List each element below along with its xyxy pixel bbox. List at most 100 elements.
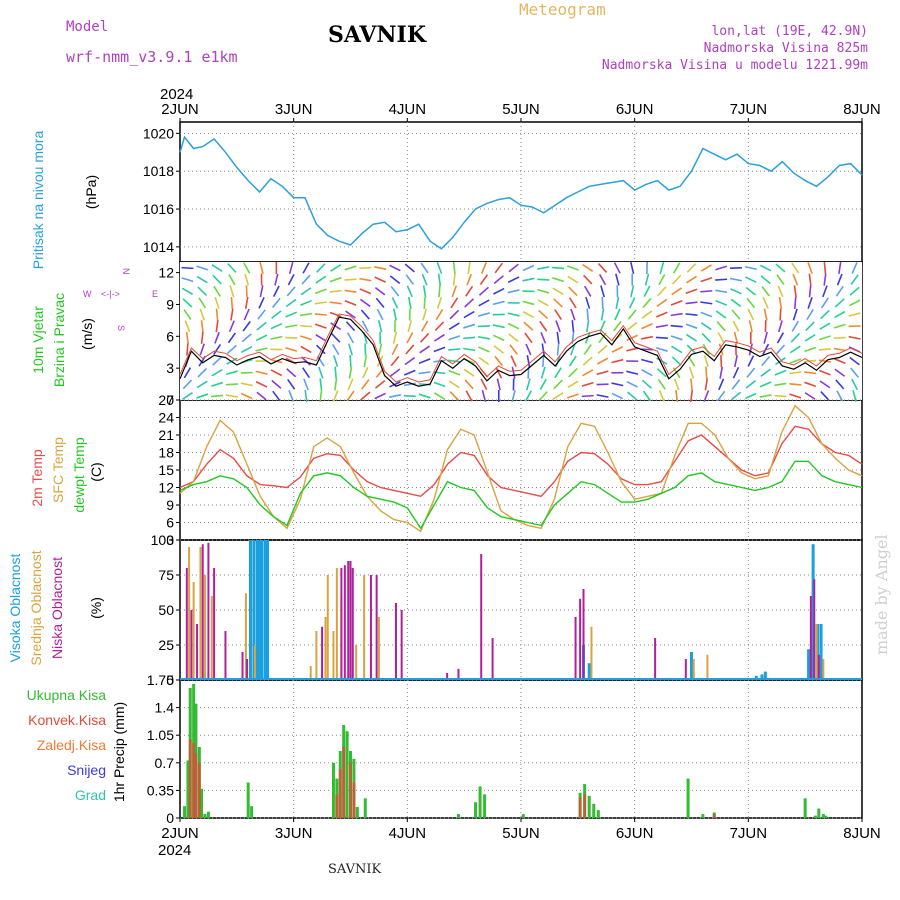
- wind-axis-label-2: Brzina i Pravac: [51, 293, 67, 387]
- wind-arrow: [600, 285, 605, 298]
- wind-arrow: [745, 392, 757, 400]
- wind-arrow: [345, 310, 356, 319]
- wind-arrow: [745, 286, 757, 296]
- elevation-label: Nadmorska Visina 825m: [703, 41, 868, 56]
- wind-arrow: [316, 355, 325, 367]
- wind-arrow: [611, 358, 624, 364]
- wind-arrow: [407, 320, 413, 333]
- wind-arrow: [804, 381, 817, 388]
- wind-arrow: [627, 309, 637, 320]
- wind-arrow: [581, 394, 594, 398]
- wind-arrow: [362, 366, 369, 379]
- mid-cloud-bar: [822, 659, 825, 680]
- mid-cloud-bar: [706, 654, 709, 680]
- wind-arrow: [477, 312, 490, 317]
- wind-arrow: [525, 343, 532, 356]
- low-cloud-bar: [394, 603, 397, 680]
- wind-arrow: [804, 392, 816, 400]
- wind-arrow: [581, 381, 594, 387]
- wind-arrow: [437, 273, 442, 286]
- wind-arrow: [804, 346, 817, 353]
- wind-arrow: [626, 380, 638, 388]
- wind-arrow: [685, 313, 698, 317]
- wind-arrow: [211, 381, 224, 387]
- wind-arrow: [641, 369, 653, 377]
- wind-arrow: [359, 266, 372, 270]
- y-tick-label: 27: [158, 392, 174, 408]
- wind-arrow: [196, 265, 209, 271]
- wind-arrow: [718, 343, 724, 356]
- wind-arrow: [433, 392, 445, 400]
- wind-arrow: [390, 286, 400, 297]
- wind-arrow: [597, 263, 608, 273]
- wind-arrow: [688, 366, 695, 379]
- bottom-tick-label: 3JUN: [275, 825, 313, 842]
- wind-arrow: [493, 287, 505, 295]
- y-tick-label: 0.7: [155, 755, 175, 771]
- wind-arrow: [271, 379, 282, 389]
- top-tick-label: 4JUN: [389, 101, 427, 118]
- wind-arrow: [240, 382, 253, 387]
- wind-arrow: [389, 275, 401, 285]
- low-cloud-bar: [321, 626, 324, 680]
- wind-arrow: [834, 368, 846, 377]
- total-precip-bar: [596, 810, 600, 818]
- wind-arrow: [838, 261, 842, 275]
- wind-arrow: [793, 285, 797, 298]
- wind-arrow: [258, 297, 265, 309]
- svg-text:<-|->: <-|->: [101, 289, 120, 299]
- wind-arrow: [389, 381, 401, 388]
- temperature-unit: (C): [88, 462, 104, 481]
- wind-arrow: [776, 332, 785, 344]
- wind-speed-line: [179, 316, 863, 387]
- wind-arrow: [567, 380, 579, 389]
- wind-arrow: [375, 297, 385, 309]
- wind-arrow: [196, 380, 208, 389]
- convective-precip-bar: [712, 814, 716, 818]
- wind-arrow: [213, 344, 222, 355]
- wind-arrow: [539, 320, 548, 332]
- station-title: SAVNIK: [328, 22, 426, 48]
- wind-arrow: [686, 333, 697, 342]
- total-precip-bar: [474, 802, 478, 818]
- top-tick-label: 3JUN: [275, 101, 313, 118]
- wind-arrow: [747, 308, 755, 321]
- wind-arrow: [582, 264, 594, 272]
- wind-arrow: [526, 378, 531, 391]
- wind-arrow: [200, 331, 204, 344]
- wind-arrow: [300, 287, 312, 296]
- wind-arrow: [552, 277, 565, 283]
- low-cloud-bar: [241, 652, 244, 680]
- wind-arrow: [256, 391, 267, 401]
- wind-arrow: [348, 366, 353, 379]
- wind-arrow: [359, 277, 372, 282]
- y-tick-label: 9: [166, 497, 174, 513]
- wind-arrow: [540, 366, 546, 379]
- low-cloud-bar: [446, 673, 449, 680]
- top-tick-label: 5JUN: [502, 101, 540, 118]
- wind-arrow: [806, 309, 814, 321]
- wind-arrow: [601, 296, 604, 309]
- wind-arrow: [329, 311, 342, 318]
- wind-arrow: [715, 265, 728, 271]
- wind-axis-label-1: 10m Vjetar: [30, 306, 46, 374]
- wind-arrow: [230, 308, 234, 321]
- wind-arrow: [732, 320, 740, 332]
- svg-text:S: S: [116, 325, 126, 331]
- wind-arrow: [552, 287, 564, 296]
- wind-arrow: [423, 296, 426, 309]
- wind-arrow: [685, 301, 698, 305]
- wind-arrow: [730, 288, 742, 295]
- wind-arrow: [316, 344, 326, 355]
- total-precip-bar: [824, 815, 828, 818]
- wind-arrow: [596, 394, 609, 398]
- wind-arrow: [819, 380, 831, 389]
- wind-arrow: [789, 371, 802, 375]
- wind-arrow: [538, 309, 549, 320]
- wind-arrow: [596, 357, 609, 365]
- wind-arrow: [243, 262, 251, 274]
- wind-arrow: [211, 368, 223, 377]
- wind-arrow: [719, 366, 724, 379]
- wind-arrow: [804, 333, 816, 342]
